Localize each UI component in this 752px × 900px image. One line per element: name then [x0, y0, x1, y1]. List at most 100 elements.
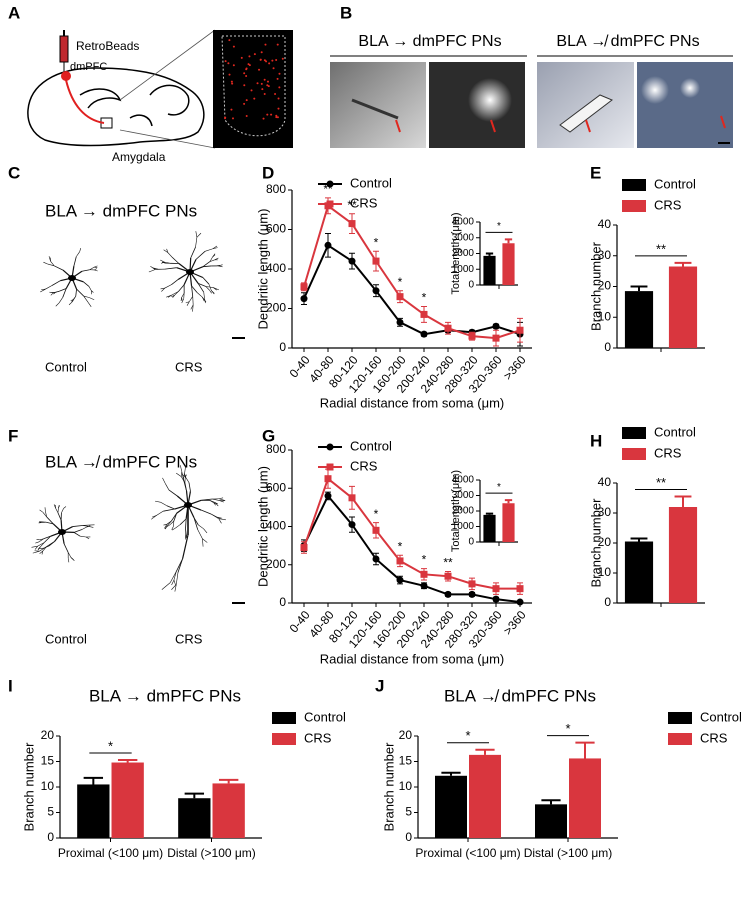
dendrite [197, 283, 205, 293]
dendrite [174, 291, 179, 296]
dendrite [43, 545, 50, 549]
y-tick-label: 0 [604, 340, 611, 354]
dendrite [183, 473, 186, 478]
dendrite [67, 558, 70, 563]
dendrite [184, 482, 187, 492]
y-axis-label: Branch number [21, 742, 36, 832]
x-tick-label: Distal (>100 μm) [524, 846, 613, 860]
dendrite [50, 292, 54, 296]
bead [253, 97, 256, 100]
legend-label: Control [304, 709, 346, 724]
y-tick-label: 15 [399, 754, 413, 768]
bead [266, 80, 269, 83]
dendrite [58, 505, 60, 509]
dendrite [165, 525, 168, 530]
error-bar [504, 238, 513, 244]
point [468, 590, 476, 598]
dendrite [200, 509, 212, 515]
dendrite [195, 237, 198, 248]
y-tick-label: 200 [266, 557, 286, 571]
bar [668, 507, 698, 603]
significance: * [108, 738, 113, 753]
dendrite [166, 248, 169, 253]
dendrite [178, 284, 185, 292]
y-tick-label: 1000 [452, 521, 475, 532]
dendrite [43, 535, 51, 539]
error-bar [184, 792, 205, 799]
bar [77, 784, 110, 838]
point [372, 287, 380, 295]
bead [278, 86, 281, 89]
significance: ** [347, 198, 357, 212]
y-tick-label: 400 [266, 519, 286, 533]
dendrite [211, 290, 215, 294]
legend-label: CRS [700, 730, 728, 745]
legend-swatch [272, 712, 296, 724]
dendrite [186, 301, 190, 306]
y-tick-label: 20 [598, 279, 612, 293]
significance: * [497, 221, 501, 232]
dendrite [160, 259, 165, 263]
dendrite [185, 476, 190, 483]
legend-label: Control [654, 424, 696, 439]
soma [68, 275, 76, 281]
y-tick-label: 15 [41, 754, 55, 768]
dendrite [94, 266, 98, 268]
dendrite [35, 541, 40, 544]
dendrite [171, 256, 180, 264]
dendrite [212, 247, 218, 250]
point [492, 322, 500, 330]
dendrite [173, 571, 177, 581]
dendrite [181, 292, 185, 298]
bar [435, 775, 467, 838]
dendrite [57, 512, 62, 521]
y-tick-label: 4000 [452, 475, 475, 486]
dendrite [39, 538, 45, 541]
point [348, 257, 356, 265]
legend-label: Control [654, 176, 696, 191]
dendrite [83, 281, 90, 287]
point [300, 544, 308, 552]
bead [275, 58, 278, 61]
dendrite [39, 547, 45, 549]
dendrite [94, 269, 98, 272]
bead [271, 59, 274, 62]
bead [260, 51, 263, 54]
error-bar [674, 495, 692, 507]
legend-swatch [622, 179, 646, 191]
dendrite [161, 287, 166, 292]
bead [245, 68, 248, 71]
label: RetroBeads [76, 39, 139, 53]
bar [212, 783, 245, 838]
bead [224, 116, 227, 119]
dendrite [161, 582, 171, 590]
significance: * [398, 539, 403, 553]
bead [263, 93, 266, 96]
dendrite [41, 288, 46, 291]
dendrite [202, 261, 211, 268]
error-bar [117, 758, 138, 763]
dendrite [175, 572, 179, 585]
bead [245, 75, 248, 78]
bead [256, 82, 259, 85]
legend-label: CRS [304, 730, 332, 745]
panel-label: A [8, 3, 20, 22]
point [348, 494, 356, 502]
significance: * [497, 482, 501, 493]
y-tick-label: 10 [41, 779, 55, 793]
dendrite [55, 507, 59, 513]
dendrite [46, 516, 54, 525]
dendrite [166, 524, 171, 528]
label: dmPFC [70, 61, 107, 73]
y-tick-label: 0 [468, 537, 474, 548]
y-tick-label: 5 [405, 805, 412, 819]
dendrite [83, 295, 90, 298]
dendrite [34, 545, 38, 550]
y-tick-label: 5 [47, 805, 54, 819]
panel-label: I [8, 676, 13, 695]
error-bar [83, 776, 104, 785]
syringe [59, 35, 69, 63]
x-tick-label: Proximal (<100 μm) [415, 846, 520, 860]
dendrite [162, 477, 166, 484]
dendrite [43, 535, 52, 543]
